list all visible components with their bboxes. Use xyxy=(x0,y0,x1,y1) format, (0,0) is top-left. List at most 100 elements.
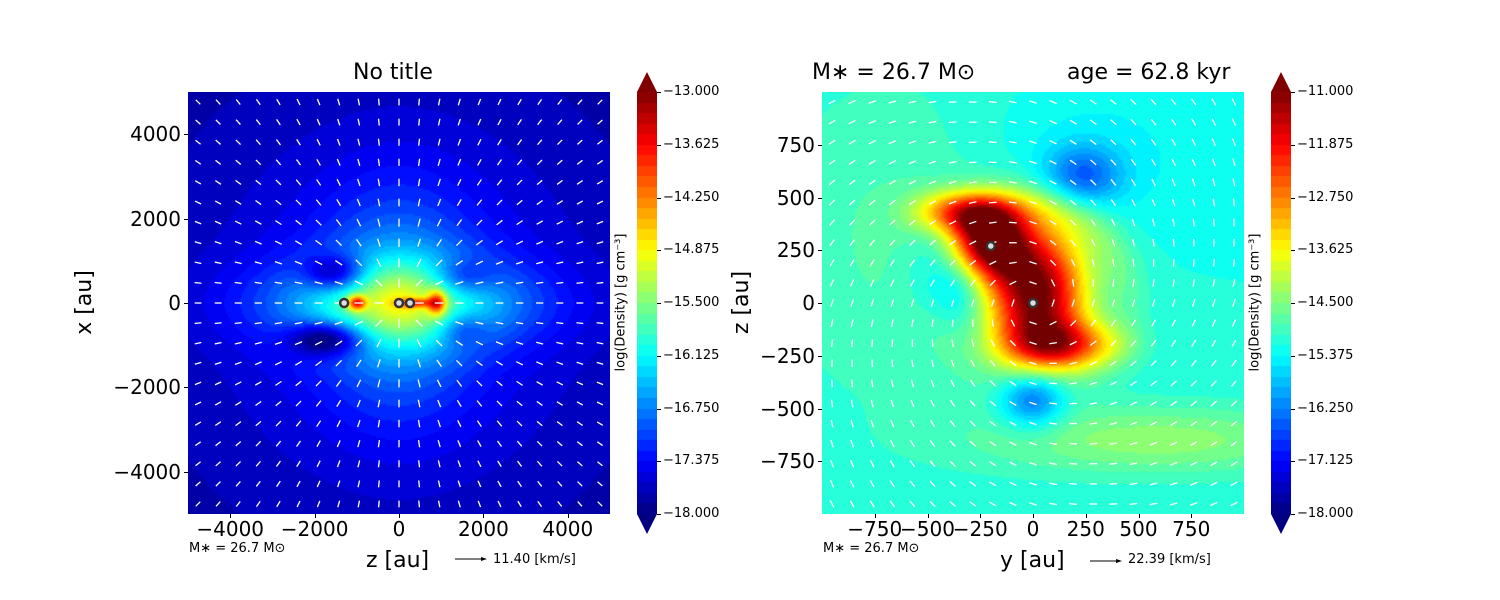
velocity-arrow xyxy=(888,199,896,206)
velocity-arrow xyxy=(949,259,956,266)
velocity-arrow xyxy=(274,240,282,245)
velocity-arrow xyxy=(334,321,343,326)
velocity-arrow xyxy=(908,199,916,206)
velocity-arrow xyxy=(948,160,957,164)
velocity-arrow xyxy=(1150,138,1157,146)
x-tick-mark xyxy=(980,514,982,518)
velocity-arrow xyxy=(988,121,997,124)
velocity-arrow xyxy=(929,460,936,468)
velocity-arrow xyxy=(294,360,303,366)
x-tick-label: −250 xyxy=(952,517,1008,541)
colorbar-tick-label: −18.000 xyxy=(1297,506,1354,521)
velocity-arrow xyxy=(1051,299,1055,307)
velocity-arrow xyxy=(989,501,997,507)
velocity-arrow xyxy=(1029,200,1037,205)
velocity-arrow xyxy=(576,200,584,205)
velocity-arrow xyxy=(577,501,583,507)
y-tick-mark xyxy=(818,144,822,146)
velocity-arrow xyxy=(930,379,935,388)
velocity-arrow xyxy=(1089,402,1098,405)
velocity-arrow xyxy=(1210,481,1218,487)
y-tick-mark xyxy=(184,387,188,389)
velocity-arrow xyxy=(1029,341,1037,346)
velocity-arrow xyxy=(194,381,202,386)
velocity-arrow xyxy=(1150,360,1157,367)
velocity-arrow xyxy=(377,419,381,428)
velocity-arrow xyxy=(275,400,282,407)
velocity-arrow xyxy=(1211,98,1217,106)
velocity-arrow xyxy=(576,341,584,345)
velocity-arrow xyxy=(576,261,584,265)
velocity-arrow xyxy=(377,158,381,167)
velocity-arrow xyxy=(377,198,381,207)
velocity-arrow xyxy=(949,480,956,487)
velocity-arrow xyxy=(969,481,977,487)
velocity-arrow xyxy=(457,440,462,448)
velocity-arrow xyxy=(868,139,876,145)
velocity-arrow xyxy=(334,259,343,266)
velocity-arrow xyxy=(1069,179,1077,186)
velocity-arrow xyxy=(1149,421,1158,426)
velocity-arrow xyxy=(536,420,543,427)
velocity-arrow xyxy=(477,138,482,146)
velocity-arrow xyxy=(1029,281,1037,285)
velocity-arrow xyxy=(516,380,523,386)
velocity-arrow xyxy=(1009,221,1017,224)
velocity-arrow xyxy=(255,199,262,206)
velocity-arrow xyxy=(950,399,956,408)
star-marker xyxy=(404,297,416,309)
velocity-arrow xyxy=(890,419,895,428)
velocity-arrow xyxy=(377,500,380,508)
velocity-arrow xyxy=(457,460,462,468)
velocity-arrow xyxy=(255,460,262,467)
velocity-arrow xyxy=(1192,279,1196,287)
velocity-arrow xyxy=(1169,502,1178,506)
velocity-arrow xyxy=(890,399,895,408)
velocity-arrow xyxy=(457,138,462,146)
velocity-arrow xyxy=(475,260,484,266)
velocity-arrow xyxy=(254,361,262,366)
velocity-arrow xyxy=(234,261,242,265)
velocity-arrow xyxy=(829,500,835,508)
velocity-arrow xyxy=(1171,138,1177,146)
y-tick-label: 250 xyxy=(776,238,815,263)
velocity-arrow xyxy=(517,500,522,508)
velocity-arrow xyxy=(950,359,955,368)
y-tick-mark xyxy=(818,461,822,463)
velocity-arrow xyxy=(255,159,262,166)
velocity-arrow xyxy=(316,158,321,166)
velocity-arrow xyxy=(869,480,875,488)
velocity-arrow xyxy=(417,399,421,408)
velocity-arrow xyxy=(908,120,917,124)
velocity-arrow xyxy=(1110,159,1117,166)
velocity-arrow xyxy=(316,98,321,106)
velocity-arrow xyxy=(1069,462,1078,465)
velocity-arrow xyxy=(1090,319,1097,327)
velocity-arrow xyxy=(556,220,564,225)
velocity-arrow xyxy=(536,261,544,265)
velocity-arrow xyxy=(194,261,202,265)
velocity-arrow xyxy=(1191,158,1196,167)
velocity-arrow xyxy=(1170,98,1177,106)
colorbar-tick-mark xyxy=(1291,514,1295,515)
velocity-arrow xyxy=(849,500,855,508)
velocity-arrow xyxy=(1029,321,1037,325)
x-tick-label: −4000 xyxy=(196,517,265,541)
velocity-arrow xyxy=(1069,340,1077,346)
velocity-arrow xyxy=(235,401,242,406)
velocity-arrow xyxy=(215,481,221,487)
velocity-arrow xyxy=(354,280,364,286)
velocity-arrow xyxy=(1149,482,1158,486)
velocity-arrow xyxy=(455,259,464,266)
velocity-arrow xyxy=(417,419,421,428)
velocity-arrow xyxy=(1190,481,1198,486)
velocity-arrow xyxy=(868,199,876,206)
velocity-arrow xyxy=(357,440,361,448)
velocity-arrow xyxy=(1069,482,1078,485)
velocity-arrow xyxy=(1029,160,1037,165)
velocity-arrow xyxy=(828,99,836,105)
colorbar-tick-label: −13.625 xyxy=(1297,242,1354,258)
velocity-arrow xyxy=(434,320,444,326)
velocity-arrow xyxy=(888,160,897,165)
x-tick-label: −2000 xyxy=(280,517,349,541)
